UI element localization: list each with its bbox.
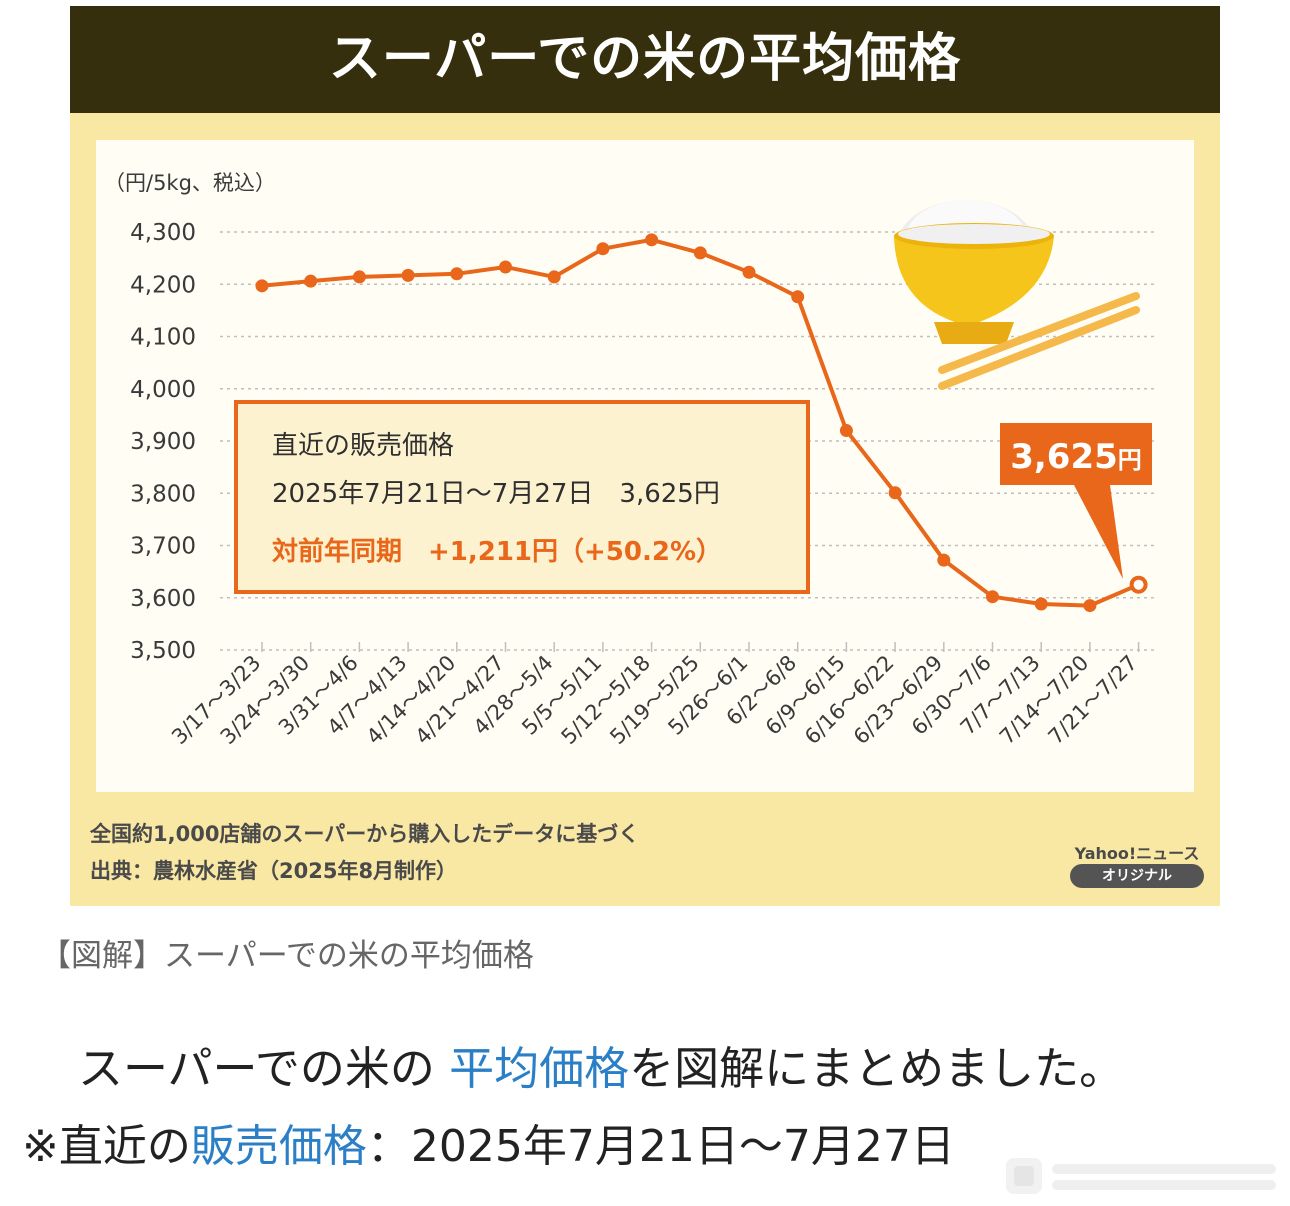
watermark-logo [1006, 1158, 1276, 1194]
data-point [401, 268, 415, 282]
data-point [986, 590, 999, 604]
data-point [1034, 597, 1048, 611]
data-point [839, 424, 853, 438]
latest-value-unit: 円 [1118, 446, 1142, 474]
rice-bowl-icon [894, 200, 1054, 344]
chopsticks-icon [938, 292, 1140, 390]
y-tick-label: 4,200 [130, 272, 196, 298]
line-chart: 3,500 3,600 3,700 3,800 3,900 4,000 4,100 4,200… [104, 171, 1156, 749]
article-text: を図解にまとめました。 [629, 1042, 1125, 1095]
article-text: ※直近の [22, 1121, 191, 1172]
y-tick-label: 4,000 [130, 377, 196, 403]
chart-title: スーパーでの米の平均価格 [328, 29, 962, 89]
latest-value-number: 3,625 [1010, 437, 1118, 477]
data-point [1129, 575, 1148, 594]
data-point [450, 267, 464, 281]
info-box: 直近の販売価格 2025年7月21日～7月27日 3,625円 対前年同期 +1… [234, 400, 810, 594]
data-point [352, 270, 366, 284]
plot-card: 3,500 3,600 3,700 3,800 3,900 4,000 4,100 4,200… [96, 140, 1194, 792]
y-tick-label: 3,900 [130, 429, 196, 455]
data-point [693, 246, 707, 260]
y-tick-label: 3,700 [130, 534, 196, 560]
svg-text:3,625円: 3,625円 [1010, 437, 1142, 477]
data-point [304, 274, 318, 288]
latest-value-callout: 3,625円 [1000, 423, 1152, 579]
data-point [791, 290, 805, 304]
data-point [937, 553, 951, 567]
brand-name: Yahoo!ニュース [1074, 844, 1200, 863]
article-text: スーパーでの米の [78, 1042, 450, 1095]
source-note-credit: 出典：農林水産省（2025年8月制作） [90, 859, 458, 883]
y-axis-unit-label: （円/5kg、税込） [104, 171, 276, 195]
keyword-link-sales-price[interactable]: 販売価格 [190, 1121, 367, 1172]
y-tick-label: 3,800 [130, 481, 196, 507]
y-tick-label: 3,500 [130, 638, 196, 664]
info-box-change: 対前年同期 +1,211円（+50.2%） [272, 536, 722, 567]
source-note-data-basis: 全国約1,000店舗のスーパーから購入したデータに基づく [90, 822, 640, 846]
data-point [645, 233, 659, 247]
article-text: ：2025年7月21日～7月27日 [366, 1121, 955, 1172]
y-tick-label: 4,100 [130, 325, 196, 351]
header-band: スーパーでの米の平均価格 [70, 6, 1220, 113]
data-point [547, 270, 561, 284]
y-tick-label: 3,600 [130, 586, 196, 612]
figure-caption: 【図解】スーパーでの米の平均価格 [40, 938, 534, 974]
data-point [255, 279, 269, 293]
infographic: スーパーでの米の平均価格 3,500 3,600 3,700 3,800 3,900 4,… [70, 6, 1220, 906]
data-point [888, 486, 902, 500]
data-point [596, 242, 610, 256]
keyword-link-average-price[interactable]: 平均価格 [449, 1042, 630, 1095]
info-box-title: 直近の販売価格 [272, 431, 454, 461]
data-point [499, 260, 512, 274]
brand-badge: オリジナル [1070, 864, 1204, 888]
y-tick-label: 4,300 [130, 220, 196, 246]
article-text-line-1: スーパーでの米の 平均価格を図解にまとめました。 [78, 1032, 1124, 1097]
article-text-line-2: ※直近の販売価格：2025年7月21日～7月27日 [22, 1110, 955, 1174]
data-point [742, 265, 756, 279]
data-point [1083, 599, 1097, 613]
info-box-period: 2025年7月21日～7月27日 3,625円 [272, 479, 720, 509]
